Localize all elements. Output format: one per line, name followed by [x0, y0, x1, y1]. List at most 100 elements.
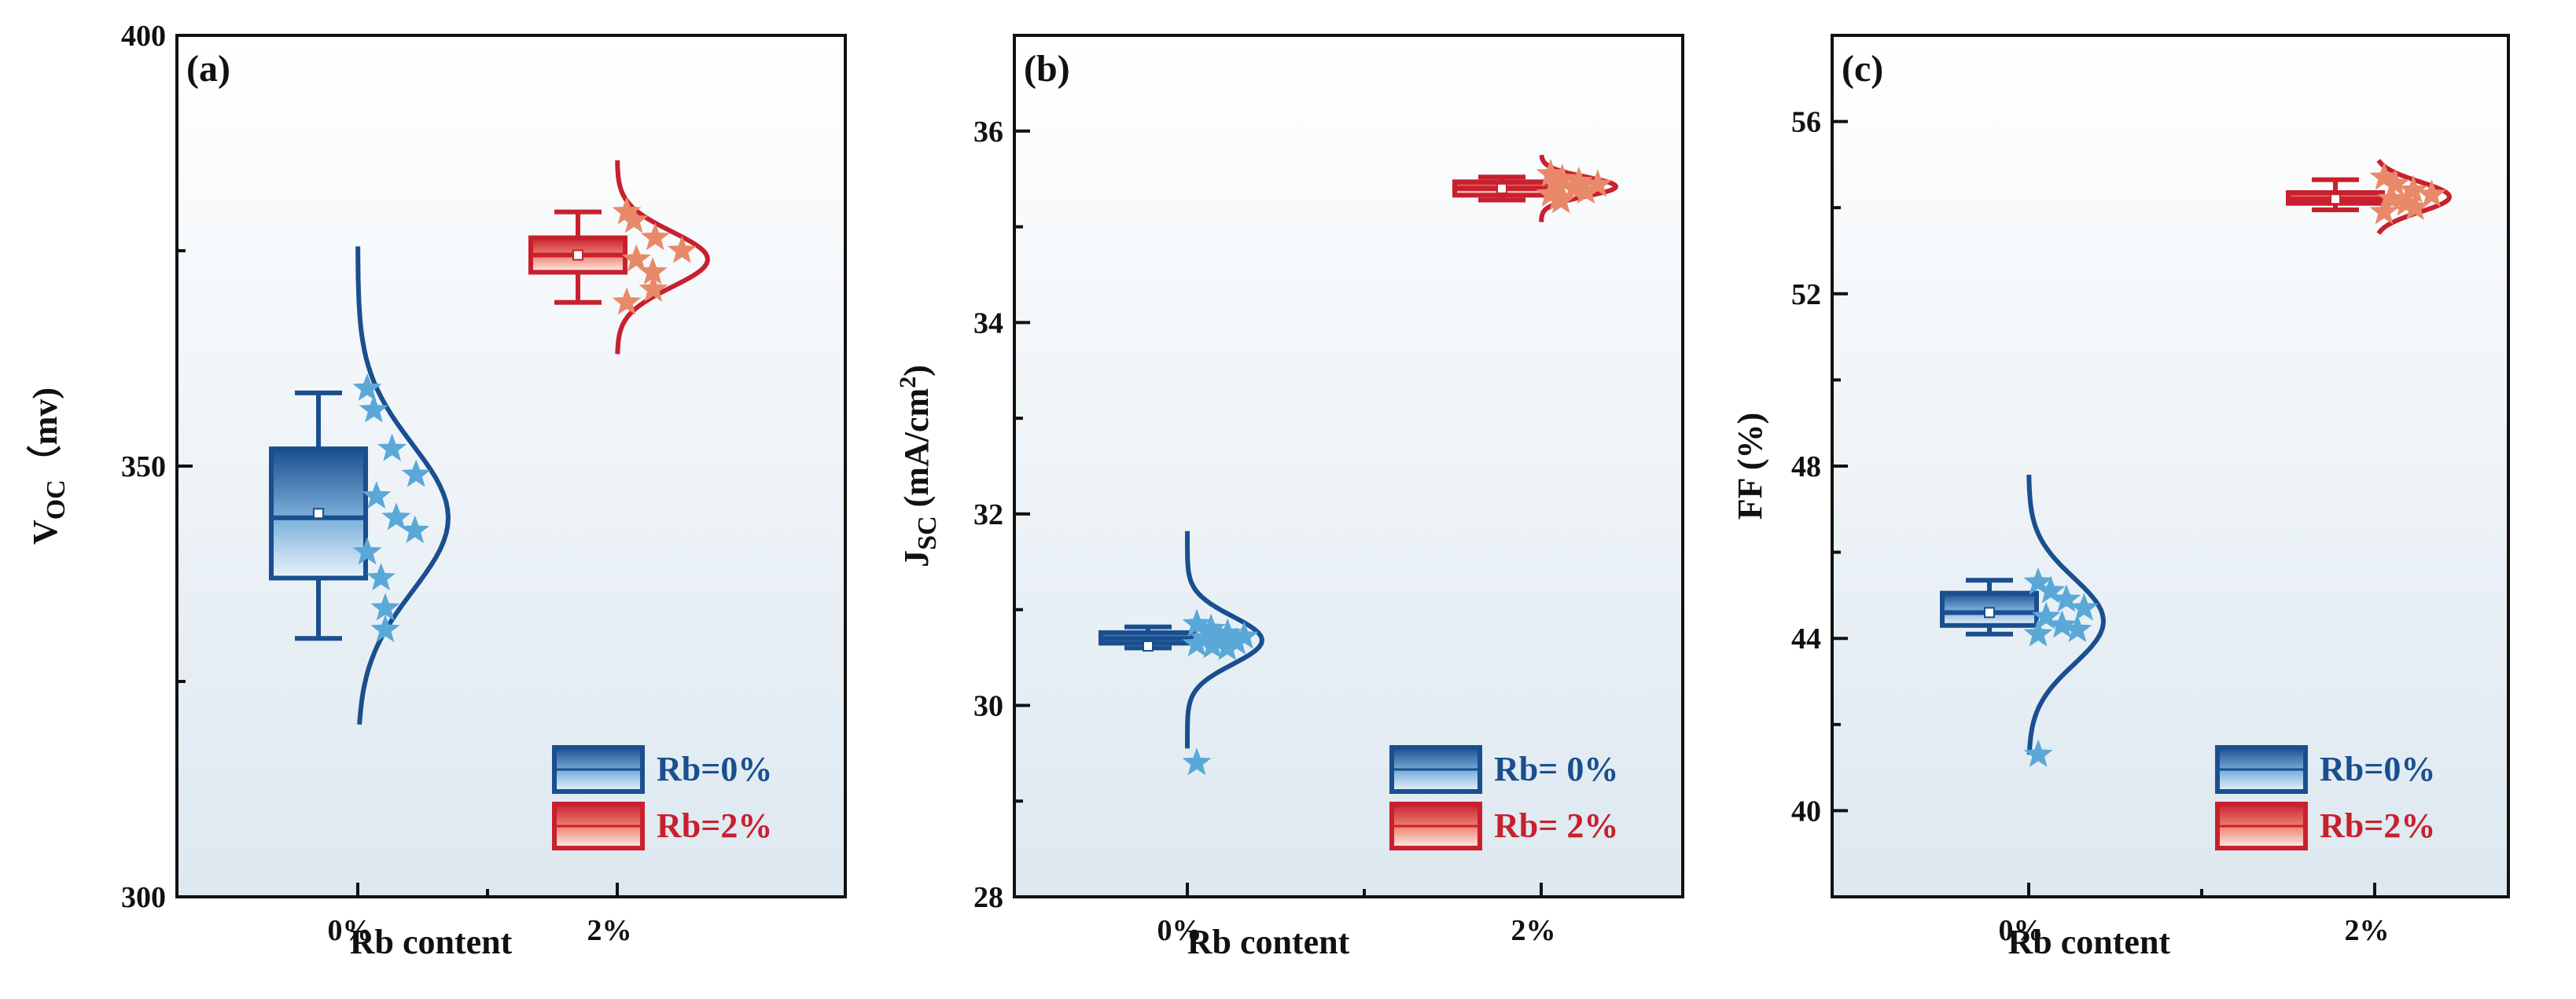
legend-label: Rb= 0% [1494, 750, 1618, 788]
y-axis-title: FF (%) [1731, 413, 1769, 520]
legend-item: Rb= 2% [1389, 802, 1618, 850]
data-point-star [352, 373, 382, 402]
legend-item: Rb=2% [552, 802, 772, 850]
data-point-star [401, 459, 431, 487]
legend-item: Rb=2% [2215, 802, 2435, 850]
mean-marker [572, 249, 583, 261]
y-tick-label: 36 [973, 116, 1003, 149]
x-axis-title: Rb content [1187, 923, 1350, 961]
y-tick-label: 34 [973, 307, 1003, 340]
data-point-star [612, 287, 642, 315]
distribution-curve [1185, 531, 1265, 749]
panel-c: 40 44 48 52 56 0% 2% Rb content FF (%) (c) Rb=0% Rb… [1731, 34, 2510, 961]
y-tick-label: 40 [1791, 795, 1821, 828]
legend-label: Rb=0% [657, 750, 772, 788]
x-tick-label: 2% [2345, 914, 2390, 947]
data-point-star [2047, 610, 2077, 638]
data-point-star [2377, 183, 2407, 211]
y-tick-label: 30 [973, 689, 1003, 722]
x-axis-title: Rb content [350, 923, 513, 961]
legend-label: Rb=0% [2320, 750, 2435, 788]
panel-label: (a) [186, 48, 230, 90]
series-1 [1452, 154, 1619, 222]
y-tick-label: 300 [121, 881, 166, 914]
x-tick-label: 0% [1999, 914, 2044, 947]
mean-marker [2330, 193, 2341, 205]
data-point-star [1546, 185, 1576, 214]
x-tick-label: 0% [1157, 914, 1202, 947]
data-point-star [1182, 629, 1212, 657]
legend-label: Rb= 2% [1494, 806, 1618, 845]
data-point-star [1583, 169, 1613, 197]
panel-b: 28 30 32 34 36 0% 2% Rb content JSC (mA/cm2) (b) R… [895, 34, 1684, 961]
data-point-star [638, 274, 668, 303]
mean-marker [1496, 182, 1507, 194]
x-tick-label: 0% [328, 914, 373, 947]
x-tick-label: 2% [1511, 914, 1556, 947]
data-point-star [1571, 176, 1601, 204]
plot-frame [1013, 34, 1684, 898]
mean-marker [1143, 640, 1154, 652]
data-point-star [2063, 614, 2092, 642]
data-point-star [362, 480, 392, 509]
data-point-star [352, 537, 382, 565]
data-point-star [2416, 179, 2446, 208]
distribution-curve [615, 160, 710, 354]
data-point-star [2031, 601, 2061, 630]
data-point-star [621, 244, 651, 272]
series-1 [528, 160, 710, 354]
data-point-star [2369, 196, 2399, 225]
data-point-star [1198, 630, 1227, 659]
mean-marker [1984, 607, 1995, 619]
panel-a: 300 350 400 0% 2% Rb content VOC（mv) (a) Rb=0% Rb… [26, 20, 847, 961]
data-point-star [1213, 632, 1242, 661]
series-0 [1940, 474, 2106, 767]
data-point-star [619, 205, 649, 233]
data-point-star [2380, 168, 2410, 196]
data-point-star [2023, 567, 2053, 595]
y-tick-label: 56 [1791, 106, 1821, 139]
panel-label: (c) [1842, 48, 1883, 90]
y-axis-title: JSC (mA/cm2) [895, 365, 942, 567]
data-point-star [2036, 575, 2066, 604]
data-point-star [2069, 593, 2099, 621]
y-tick-label: 28 [973, 881, 1003, 914]
data-point-star [640, 222, 670, 251]
panel-label: (b) [1024, 48, 1070, 90]
y-axis-title: VOC（mv) [26, 387, 71, 545]
data-point-star [400, 515, 430, 543]
y-tick-label: 44 [1791, 623, 1821, 656]
data-point-star [359, 395, 388, 423]
data-point-star [2023, 739, 2053, 767]
data-point-star [370, 614, 400, 642]
y-tick-label: 52 [1791, 278, 1821, 311]
distribution-curve [2026, 474, 2106, 755]
data-point-star [2400, 192, 2430, 220]
data-point-star [2398, 174, 2428, 203]
y-tick-label: 350 [121, 450, 166, 483]
legend-item: Rb= 0% [1389, 745, 1618, 794]
data-point-star [366, 563, 396, 591]
y-tick-label: 48 [1791, 450, 1821, 483]
legend-item: Rb=0% [552, 745, 772, 794]
legend-label: Rb=2% [657, 806, 772, 845]
x-tick-label: 2% [587, 914, 632, 947]
series-0 [269, 246, 451, 725]
legend-label: Rb=2% [2320, 806, 2435, 845]
data-point-star [2052, 584, 2081, 612]
data-point-star [377, 433, 407, 461]
data-point-star [667, 235, 697, 263]
series-0 [1098, 531, 1265, 776]
y-tick-label: 400 [121, 20, 166, 53]
x-axis-title: Rb content [2008, 923, 2171, 961]
data-point-star [370, 593, 400, 621]
mean-marker [313, 508, 324, 520]
series-1 [2286, 159, 2453, 235]
y-tick-label: 32 [973, 498, 1003, 531]
data-point-star [1182, 747, 1212, 776]
legend-item: Rb=0% [2215, 745, 2435, 794]
data-point-star [381, 502, 411, 531]
data-point-star [2023, 619, 2053, 647]
distribution-curve [355, 246, 451, 725]
